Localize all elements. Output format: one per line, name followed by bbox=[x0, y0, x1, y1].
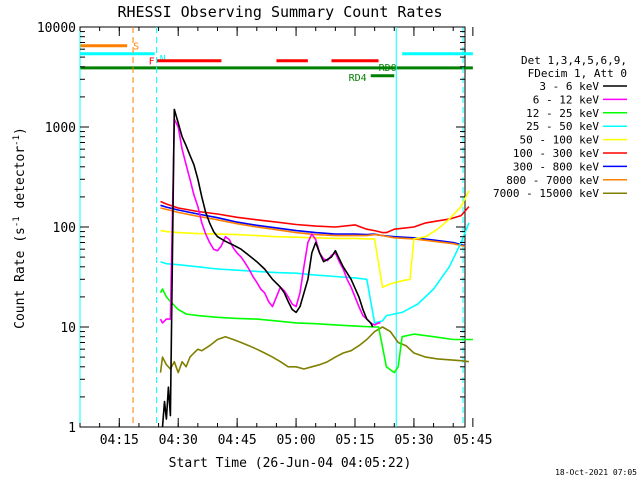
y-tick-label: 1 bbox=[68, 421, 76, 436]
x-tick-label: 04:45 bbox=[218, 433, 257, 448]
x-tick-label: 05:00 bbox=[277, 433, 316, 448]
legend-label: 100 - 300 keV bbox=[513, 147, 599, 160]
legend-label: 800 - 7000 keV bbox=[506, 174, 599, 187]
x-tick-label: 04:15 bbox=[100, 433, 139, 448]
x-tick-label: 05:30 bbox=[394, 433, 433, 448]
legend-label: 3 - 6 keV bbox=[539, 80, 599, 93]
legend-label: 12 - 25 keV bbox=[526, 107, 599, 120]
legend-label: 25 - 50 keV bbox=[526, 120, 599, 133]
series-line bbox=[160, 200, 470, 234]
series-line bbox=[161, 108, 374, 428]
status-bar-label: RD4 bbox=[349, 73, 367, 84]
series-layer bbox=[159, 108, 473, 428]
series-line bbox=[159, 288, 473, 374]
x-tick-label: 04:30 bbox=[159, 433, 198, 448]
series-line bbox=[160, 204, 466, 247]
y-tick-label: 1000 bbox=[45, 121, 76, 136]
series-line bbox=[160, 190, 470, 288]
series-line bbox=[159, 118, 381, 326]
legend: Det 1,3,4,5,6,9, FDecim 1, Att 0 3 - 6 k… bbox=[493, 54, 627, 200]
axis-ticks: 1 10 100 1000 10000 04:15 04:30 04:45 05:00 05:15… bbox=[37, 21, 493, 448]
series-line bbox=[159, 326, 470, 374]
chart-title: RHESSI Observing Summary Count Rates bbox=[117, 3, 442, 21]
x-tick-label: 05:45 bbox=[453, 433, 492, 448]
status-bars: SNFRD0RD4 bbox=[80, 42, 473, 84]
y-tick-label: 100 bbox=[53, 221, 76, 236]
status-bar-label: S bbox=[133, 42, 139, 53]
y-tick-label: 10000 bbox=[37, 21, 76, 36]
legend-label: 6 - 12 keV bbox=[533, 93, 600, 106]
legend-label: 300 - 800 keV bbox=[513, 160, 599, 173]
status-bar-label: RD0 bbox=[379, 63, 397, 74]
y-tick-label: 10 bbox=[60, 321, 76, 336]
footer-timestamp: 18-Oct-2021 07:05 bbox=[555, 468, 637, 477]
status-bar-label: F bbox=[149, 57, 155, 68]
x-tick-label: 05:15 bbox=[335, 433, 374, 448]
series-line bbox=[160, 222, 470, 324]
x-axis-label: Start Time (26-Jun-04 04:05:22) bbox=[169, 456, 412, 471]
legend-header-1: Det 1,3,4,5,6,9, bbox=[521, 54, 627, 67]
legend-label: 50 - 100 keV bbox=[520, 134, 600, 147]
legend-header-2: FDecim 1, Att 0 bbox=[528, 67, 627, 80]
y-axis-label: Count Rate (s-1 detector-1) bbox=[12, 127, 28, 329]
legend-label: 7000 - 15000 keV bbox=[493, 187, 599, 200]
